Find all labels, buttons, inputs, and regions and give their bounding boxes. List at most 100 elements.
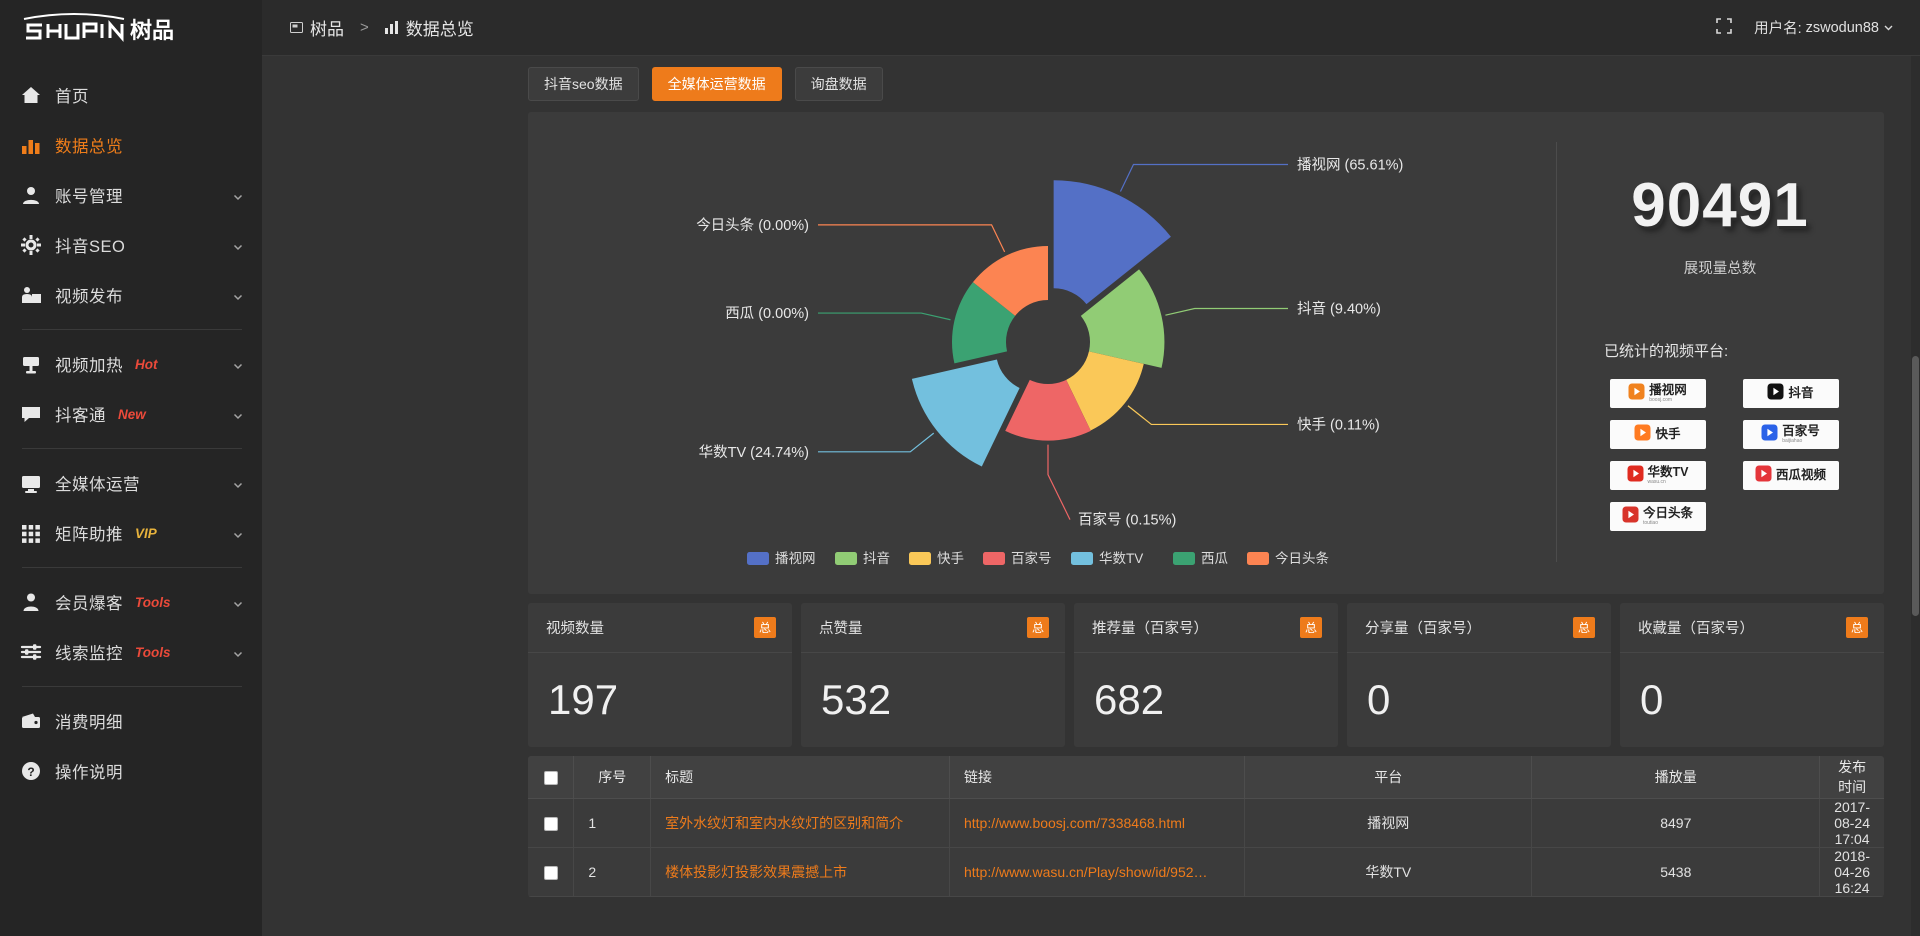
tab-1[interactable]: 全媒体运营数据 bbox=[651, 67, 782, 101]
legend-swatch-0[interactable] bbox=[747, 552, 769, 565]
select-all-header[interactable] bbox=[528, 756, 575, 799]
pie-slice-5[interactable] bbox=[952, 282, 1016, 364]
sidebar-item-8[interactable]: 矩阵助推 VIP bbox=[0, 508, 262, 558]
sidebar-item-5[interactable]: 视频加热 Hot bbox=[0, 339, 262, 389]
title-link[interactable]: 楼体投影灯投影效果震撼上市 bbox=[665, 863, 848, 880]
tab-label: 全媒体运营数据 bbox=[667, 76, 766, 92]
table-row[interactable]: 1 室外水纹灯和室内水纹灯的区别和简介 http://www.boosj.com/7… bbox=[528, 798, 1884, 848]
legend-swatch-5[interactable] bbox=[1173, 552, 1195, 565]
stat-card-1: 点赞量 总 532 bbox=[801, 603, 1065, 747]
col-header-title[interactable]: 标题 bbox=[650, 756, 950, 799]
chevron-down-icon[interactable] bbox=[232, 646, 244, 658]
stat-card-title: 收藏量（百家号） bbox=[1638, 621, 1754, 637]
pie-legend[interactable]: 播视网 抖音 快手 百家号 华数TV 西瓜 今日头条 bbox=[747, 550, 1329, 566]
sidebar-item-12[interactable]: ? 操作说明 bbox=[0, 746, 262, 796]
chevron-down-icon[interactable] bbox=[232, 358, 244, 370]
legend-swatch-6[interactable] bbox=[1247, 552, 1269, 565]
legend-swatch-1[interactable] bbox=[835, 552, 857, 565]
sidebar-item-10[interactable]: 线索监控 Tools bbox=[0, 627, 262, 677]
stat-card-badge[interactable]: 总 bbox=[1027, 617, 1049, 638]
tab-label: 抖音seo数据 bbox=[544, 76, 623, 92]
sidebar-item-3[interactable]: 抖音SEO bbox=[0, 220, 262, 270]
legend-label-3[interactable]: 百家号 bbox=[1011, 550, 1052, 566]
pie-slice-0[interactable] bbox=[1053, 180, 1171, 305]
stat-card-badge[interactable]: 总 bbox=[1300, 617, 1322, 638]
col-header-index[interactable]: 序号 bbox=[573, 756, 652, 799]
sidebar-item-4[interactable]: 视频发布 bbox=[0, 270, 262, 320]
breadcrumb-current[interactable]: 数据总览 bbox=[405, 20, 474, 39]
page-scrollbar-thumb[interactable] bbox=[1912, 356, 1919, 616]
platform-logo-icon bbox=[1634, 424, 1651, 446]
legend-swatch-4[interactable] bbox=[1071, 552, 1093, 565]
sidebar-item-6[interactable]: 抖客通 New bbox=[0, 389, 262, 439]
stat-card-badge[interactable]: 总 bbox=[1846, 617, 1868, 638]
title-link[interactable]: 室外水纹灯和室内水纹灯的区别和简介 bbox=[665, 814, 904, 831]
url-link[interactable]: http://www.wasu.cn/Play/show/id/952… bbox=[963, 863, 1208, 880]
chevron-down-icon[interactable] bbox=[232, 596, 244, 608]
sidebar-item-0[interactable]: 首页 bbox=[0, 70, 262, 120]
legend-label-1[interactable]: 抖音 bbox=[863, 550, 890, 566]
user-menu[interactable]: 用户名: zswodun88 bbox=[1754, 17, 1894, 38]
row-select-cell[interactable] bbox=[528, 798, 575, 848]
cell-link[interactable]: http://www.wasu.cn/Play/show/id/952… bbox=[949, 847, 1246, 897]
tab-0[interactable]: 抖音seo数据 bbox=[528, 67, 639, 101]
select-all-checkbox[interactable] bbox=[543, 770, 558, 785]
chevron-down-icon[interactable] bbox=[232, 527, 244, 539]
platform-column-left: 播视网 boosj.com 快手 华数TV wasu.cn 今日头条 toutiao bbox=[1609, 379, 1706, 531]
pie-label-2: 快手 (0.11%) bbox=[1297, 416, 1380, 433]
page-scrollbar[interactable] bbox=[1911, 56, 1920, 936]
cell-title[interactable]: 楼体投影灯投影效果震撼上市 bbox=[650, 847, 950, 897]
legend-label-0[interactable]: 播视网 bbox=[775, 551, 816, 566]
chevron-down-icon[interactable] bbox=[232, 289, 244, 301]
chat-icon bbox=[20, 403, 42, 425]
chevron-down-icon[interactable] bbox=[232, 477, 244, 489]
pie-slice-3[interactable] bbox=[1005, 379, 1091, 441]
row-checkbox[interactable] bbox=[543, 865, 558, 880]
legend-label-4[interactable]: 华数TV bbox=[1099, 551, 1143, 566]
tab-2[interactable]: 询盘数据 bbox=[794, 67, 883, 101]
content-scroll-area: 播视网 (65.61%) 抖音 (9.40%) 快手 (0.11%) 百家号 (0.1… bbox=[262, 112, 1920, 936]
pie-chart[interactable]: 播视网 (65.61%) 抖音 (9.40%) 快手 (0.11%) 百家号 (0.1… bbox=[528, 112, 1556, 594]
chevron-down-icon[interactable] bbox=[232, 408, 244, 420]
fullscreen-icon[interactable] bbox=[1716, 17, 1732, 38]
top-bar: 树品 > 数据总览 用户名: zswodun88 bbox=[262, 0, 1920, 56]
video-table-element: 序号 标题 链接 平台 播放量 发布时间 1 室外水纹灯和室内水纹灯的区别和简介 h… bbox=[528, 756, 1884, 897]
cell-plays: 5438 bbox=[1531, 847, 1821, 897]
breadcrumb-separator: > bbox=[360, 19, 369, 36]
pie-slice-1[interactable] bbox=[1080, 269, 1165, 368]
legend-label-5[interactable]: 西瓜 bbox=[1201, 551, 1229, 566]
col-header-time[interactable]: 发布时间 bbox=[1819, 756, 1884, 799]
row-checkbox[interactable] bbox=[543, 816, 558, 831]
sidebar-item-9[interactable]: 会员爆客 Tools bbox=[0, 577, 262, 627]
col-header-link[interactable]: 链接 bbox=[949, 756, 1246, 799]
sidebar-item-11[interactable]: 消费明细 bbox=[0, 696, 262, 746]
legend-swatch-3[interactable] bbox=[983, 552, 1005, 565]
sidebar-item-2[interactable]: 账号管理 bbox=[0, 170, 262, 220]
pie-leader-1 bbox=[1165, 307, 1288, 316]
col-header-plays[interactable]: 播放量 bbox=[1531, 756, 1821, 799]
url-link[interactable]: http://www.boosj.com/7338468.html bbox=[963, 814, 1185, 831]
stat-card-badge[interactable]: 总 bbox=[754, 617, 776, 638]
col-header-platform[interactable]: 平台 bbox=[1244, 756, 1533, 799]
brand-logo[interactable]: 树品 bbox=[0, 0, 262, 56]
legend-label-6[interactable]: 今日头条 bbox=[1275, 550, 1329, 566]
stat-card-badge[interactable]: 总 bbox=[1573, 617, 1595, 638]
pie-slice-6[interactable] bbox=[972, 246, 1048, 316]
breadcrumb-root[interactable]: 树品 bbox=[310, 20, 344, 39]
sidebar-item-1[interactable]: 数据总览 bbox=[0, 120, 262, 170]
pie-leader-0 bbox=[1119, 163, 1288, 192]
sidebar-item-label: 账号管理 bbox=[55, 188, 123, 206]
cell-link[interactable]: http://www.boosj.com/7338468.html bbox=[949, 798, 1246, 848]
platform-badge-grid: 播视网 boosj.com 快手 华数TV wasu.cn 今日头条 toutiao 抖音百… bbox=[1556, 379, 1884, 531]
legend-label-2[interactable]: 快手 bbox=[937, 551, 964, 566]
chevron-down-icon[interactable] bbox=[232, 189, 244, 201]
table-row[interactable]: 2 楼体投影灯投影效果震撼上市 http://www.wasu.cn/Play/sh… bbox=[528, 847, 1884, 897]
platform-badge-label: 百家号 bbox=[1782, 424, 1820, 439]
row-select-cell[interactable] bbox=[528, 847, 575, 897]
sidebar-item-7[interactable]: 全媒体运营 bbox=[0, 458, 262, 508]
chevron-down-icon[interactable] bbox=[232, 239, 244, 251]
pie-slice-4[interactable] bbox=[911, 359, 1020, 467]
legend-swatch-2[interactable] bbox=[909, 552, 931, 565]
pie-slice-2[interactable] bbox=[1066, 351, 1144, 431]
cell-title[interactable]: 室外水纹灯和室内水纹灯的区别和简介 bbox=[650, 798, 950, 848]
